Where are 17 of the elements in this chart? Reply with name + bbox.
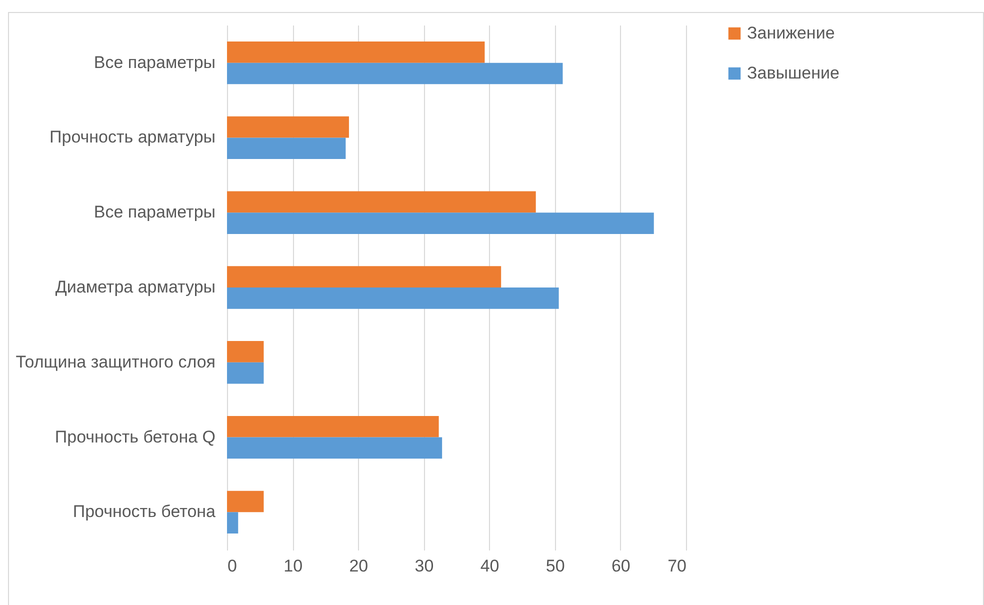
y-tick-label: Прочность бетона <box>72 502 216 522</box>
x-tick-label: 10 <box>284 556 303 576</box>
legend-label: Занижение <box>747 24 835 42</box>
x-tick-label: 40 <box>480 556 500 576</box>
x-tick-label: 50 <box>546 556 565 576</box>
legend-label: Завышение <box>747 64 840 82</box>
y-tick-label: Прочность арматуры <box>50 128 216 147</box>
x-tick-label: 60 <box>611 556 630 576</box>
x-tick-label: 30 <box>414 556 434 576</box>
y-tick-label: Прочность бетона Q <box>54 427 216 446</box>
y-tick-label: Диаметра арматуры <box>55 278 216 296</box>
x-tick-label: 0 <box>228 556 237 576</box>
x-tick-label: 70 <box>668 556 686 576</box>
y-tick-label: Толщина защитного слоя <box>16 352 216 372</box>
y-tick-label: Все параметры <box>94 52 216 72</box>
y-tick-label: Все параметры <box>94 202 216 222</box>
x-tick-label: 20 <box>349 556 368 576</box>
